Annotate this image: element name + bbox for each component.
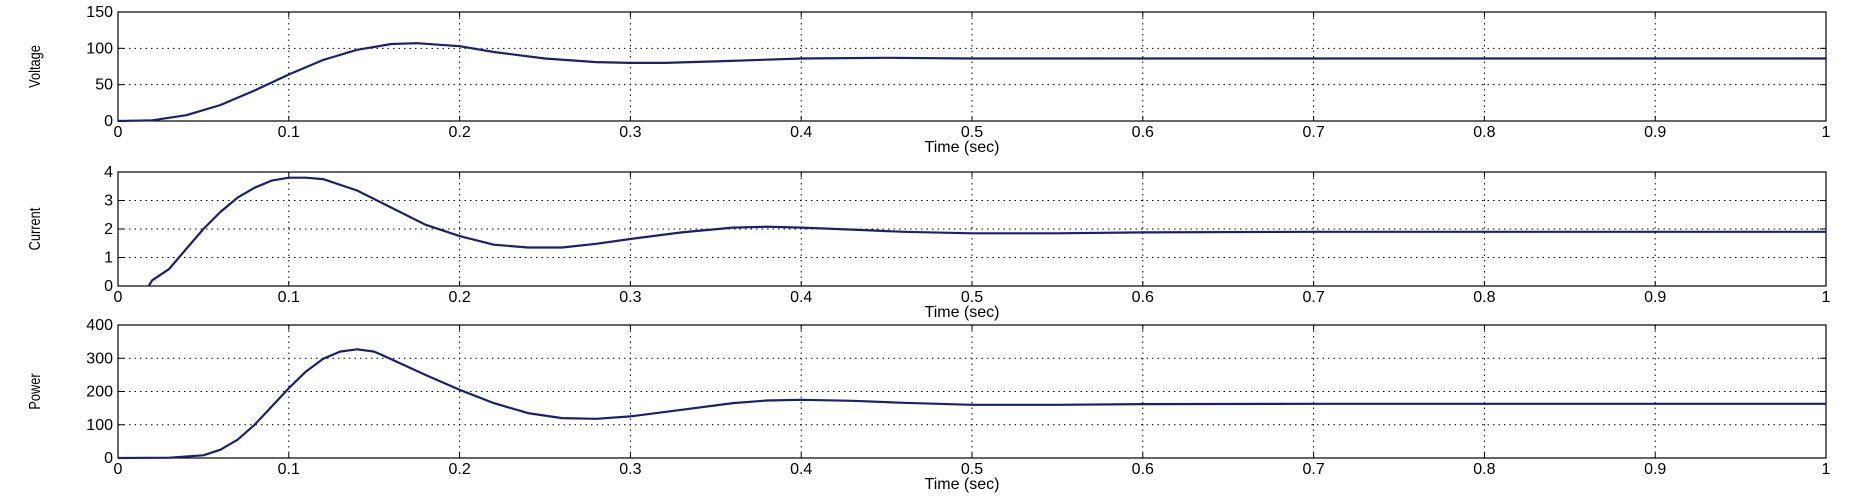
y-axis-label: Current bbox=[27, 208, 45, 251]
x-tick-label: 0.3 bbox=[619, 461, 641, 478]
y-tick-label: 2 bbox=[104, 221, 113, 238]
y-tick-label: 4 bbox=[104, 164, 113, 181]
x-tick-label: 0 bbox=[114, 289, 123, 306]
y-tick-label: 50 bbox=[95, 77, 113, 94]
x-tick-label: 0.4 bbox=[790, 289, 812, 306]
x-tick-label: 0 bbox=[114, 124, 123, 141]
x-axis-label: Time (sec) bbox=[925, 304, 1000, 321]
y-tick-label: 3 bbox=[104, 193, 113, 210]
x-tick-label: 0.3 bbox=[619, 289, 641, 306]
x-tick-label: 0.8 bbox=[1473, 461, 1495, 478]
y-tick-label: 150 bbox=[86, 4, 113, 21]
x-tick-label: 1 bbox=[1822, 124, 1831, 141]
x-tick-label: 0.2 bbox=[448, 124, 470, 141]
x-tick-label: 0.9 bbox=[1644, 289, 1666, 306]
y-tick-label: 0 bbox=[104, 278, 113, 295]
y-tick-label: 100 bbox=[86, 417, 113, 434]
x-tick-label: 0.2 bbox=[448, 461, 470, 478]
y-axis-label: Voltage bbox=[27, 45, 45, 88]
x-tick-label: 1 bbox=[1822, 289, 1831, 306]
x-tick-label: 0.9 bbox=[1644, 461, 1666, 478]
x-tick-label: 0.5 bbox=[961, 461, 983, 478]
series-line-power bbox=[117, 348, 1826, 460]
x-tick-label: 0.5 bbox=[961, 124, 983, 141]
y-tick-label: 300 bbox=[86, 350, 113, 367]
x-tick-label: 1 bbox=[1822, 461, 1831, 478]
x-tick-label: 0.4 bbox=[790, 124, 812, 141]
x-tick-label: 0.6 bbox=[1132, 461, 1154, 478]
x-tick-label: 0.7 bbox=[1302, 289, 1324, 306]
panel-voltage: 0 0.1 0.2 0.3 0.4 0.5 0.6 0.7 0.8 0.9 1 0 50 100 150 Ti… bbox=[27, 4, 1831, 156]
y-tick-label: 0 bbox=[104, 113, 113, 130]
x-tick-label: 0.5 bbox=[961, 289, 983, 306]
x-tick-label: 0.3 bbox=[619, 124, 641, 141]
series-line-current bbox=[147, 176, 1826, 287]
y-tick-label: 100 bbox=[86, 40, 113, 57]
x-tick-label: 0.8 bbox=[1473, 289, 1495, 306]
x-tick-label: 0.7 bbox=[1302, 124, 1324, 141]
x-tick-label: 0.1 bbox=[278, 124, 300, 141]
y-tick-label: 200 bbox=[86, 384, 113, 401]
y-tick-label: 0 bbox=[104, 450, 113, 467]
panel-current: 0 0.1 0.2 0.3 0.4 0.5 0.6 0.7 0.8 0.9 1 0 1 2 3 4 Time (… bbox=[27, 164, 1831, 321]
x-tick-label: 0.7 bbox=[1302, 461, 1324, 478]
x-axis-label: Time (sec) bbox=[925, 139, 1000, 156]
y-axis-label: Power bbox=[27, 373, 45, 409]
x-tick-label: 0.1 bbox=[278, 461, 300, 478]
x-tick-label: 0.4 bbox=[790, 461, 812, 478]
y-tick-label: 1 bbox=[104, 250, 113, 267]
x-axis-label: Time (sec) bbox=[925, 476, 1000, 493]
x-tick-label: 0.8 bbox=[1473, 124, 1495, 141]
x-tick-label: 0 bbox=[114, 461, 123, 478]
panel-power: 0 0.1 0.2 0.3 0.4 0.5 0.6 0.7 0.8 0.9 1 0 100 200 300 4… bbox=[27, 317, 1831, 493]
x-tick-label: 0.9 bbox=[1644, 124, 1666, 141]
x-tick-label: 0.6 bbox=[1132, 289, 1154, 306]
plot-frame bbox=[117, 11, 1827, 122]
y-tick-label: 400 bbox=[86, 317, 113, 334]
series-line-voltage bbox=[117, 42, 1826, 123]
x-tick-label: 0.2 bbox=[448, 289, 470, 306]
x-tick-label: 0.1 bbox=[278, 289, 300, 306]
x-tick-label: 0.6 bbox=[1132, 124, 1154, 141]
